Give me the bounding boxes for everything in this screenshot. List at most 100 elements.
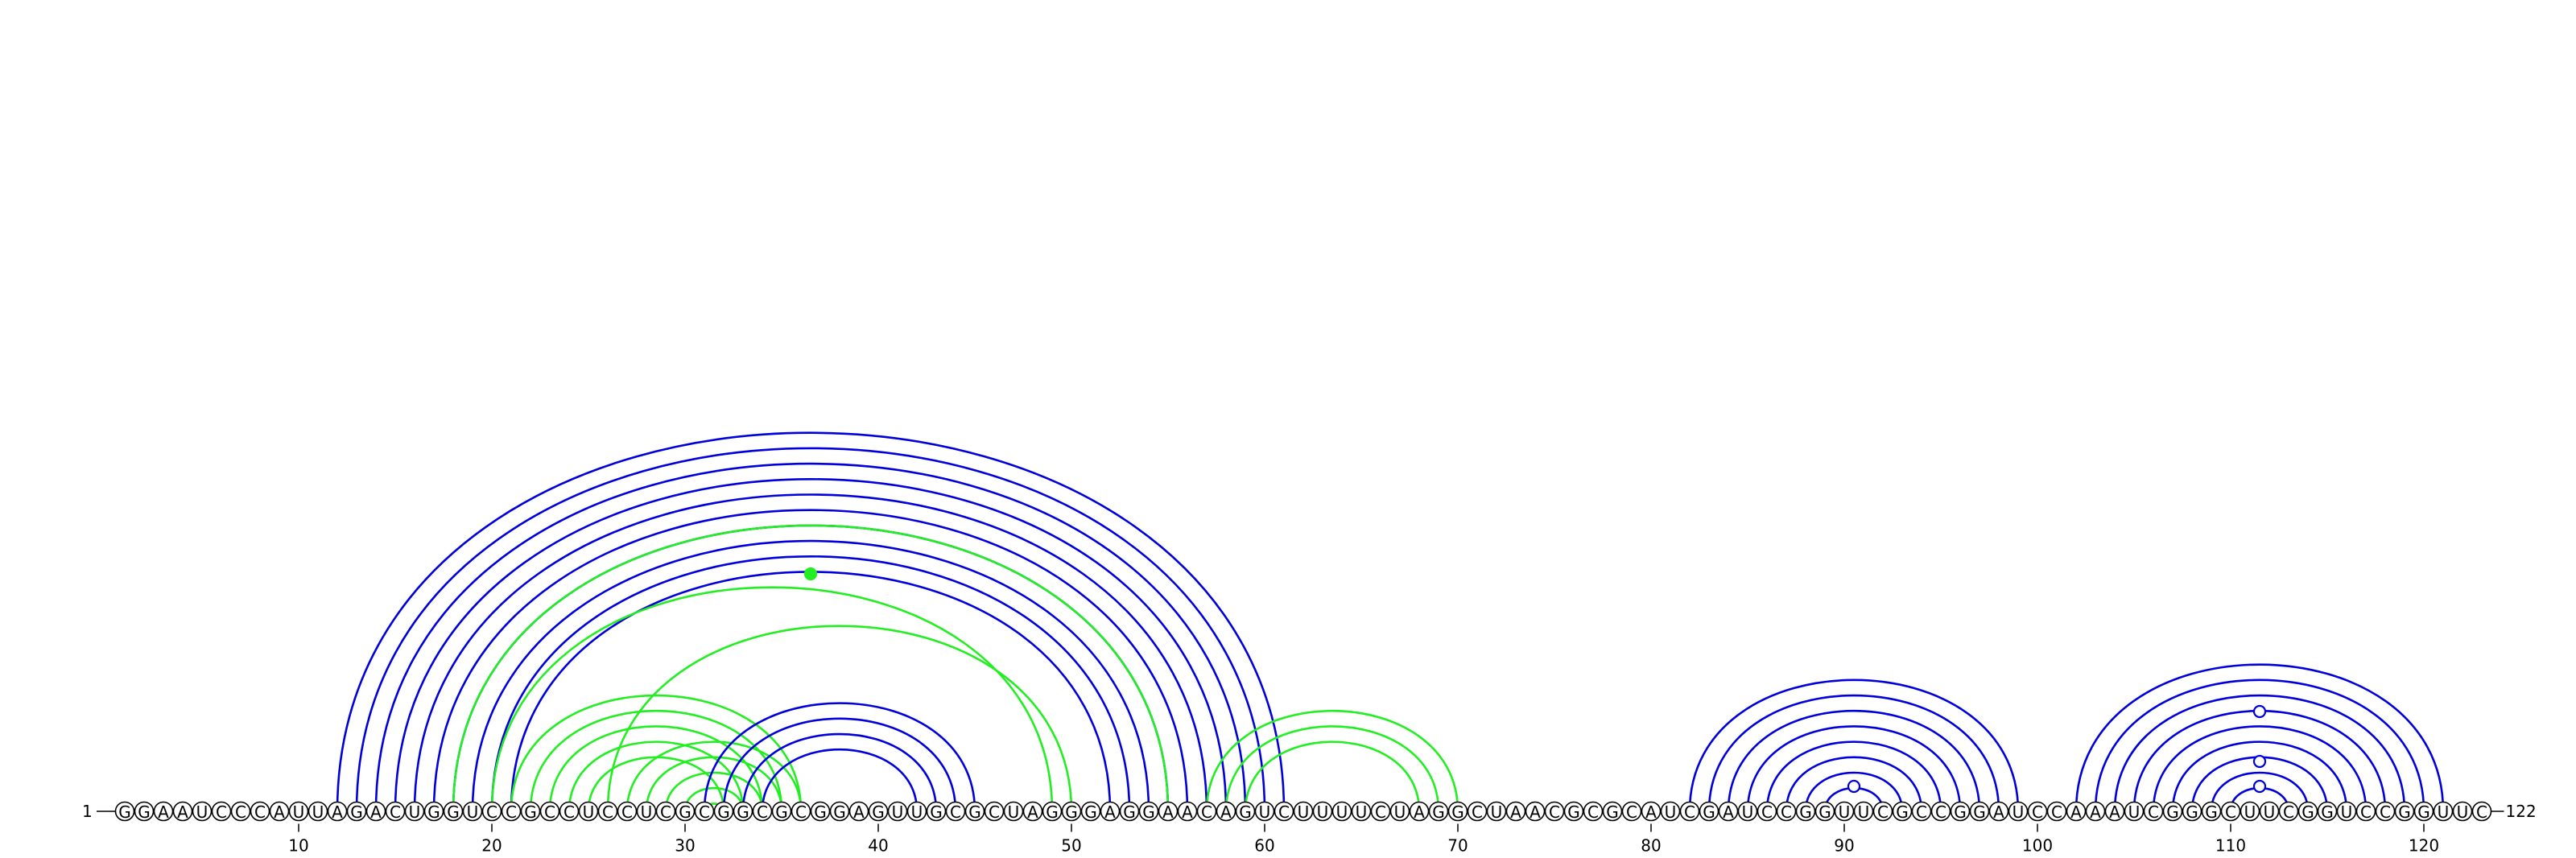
- sequence-backbone: 1 122: [82, 802, 2537, 821]
- nucleotide-letter: G: [872, 802, 885, 822]
- nucleotide: C: [250, 801, 270, 822]
- nucleotide-letter: G: [775, 802, 788, 822]
- nucleotide-circle: [2008, 801, 2029, 822]
- nucleotide-letter: A: [1993, 802, 2004, 822]
- base-pair-arc-20-49: [490, 586, 1054, 812]
- nucleotide: G: [2317, 801, 2338, 822]
- nucleotide: G: [1892, 801, 1913, 822]
- tick-label-50: 50: [1061, 836, 1081, 856]
- nucleotide-circle: [887, 801, 908, 822]
- nucleotide-circle: [1370, 801, 1391, 822]
- nucleotide-letter: U: [583, 802, 595, 822]
- nucleotide: C: [2375, 801, 2396, 822]
- nucleotide-letter: A: [1027, 802, 1038, 822]
- nucleotide-circle: [1119, 801, 1140, 822]
- nucleotide-circle: [153, 801, 174, 822]
- nucleotide-letter: G: [1818, 802, 1831, 822]
- nucleotide-circle: [1447, 801, 1468, 822]
- nucleotide: G: [520, 801, 541, 822]
- nucleotide: A: [1641, 801, 1662, 822]
- nucleotide-letter: G: [350, 802, 363, 822]
- nucleotide-letter: U: [1858, 802, 1870, 822]
- nucleotide-letter: G: [2321, 802, 2334, 822]
- nucleotide-letter: C: [486, 802, 497, 822]
- nucleotide-letter: U: [641, 802, 653, 822]
- nucleotide: C: [2278, 801, 2299, 822]
- nucleotide-letter: A: [1723, 802, 1734, 822]
- nucleotide: G: [1235, 801, 1256, 822]
- base-pair-arc-21-52: [510, 571, 1112, 812]
- nucleotide: C: [1370, 801, 1391, 822]
- nucleotide-circle: [2182, 801, 2202, 822]
- nucleotide-letter: C: [544, 802, 555, 822]
- nucleotide: G: [1814, 801, 1835, 822]
- nucleotide-circle: [1505, 801, 1526, 822]
- nucleotide: U: [1312, 801, 1333, 822]
- nucleotide-letter: C: [216, 802, 227, 822]
- nucleotide-circle: [1061, 801, 1082, 822]
- nucleotide-circle: [404, 801, 425, 822]
- nucleotide: A: [1022, 801, 1043, 822]
- nucleotide-letter: C: [390, 802, 401, 822]
- nucleotide: G: [713, 801, 734, 822]
- nucleotide: G: [1563, 801, 1584, 822]
- nucleotide: U: [906, 801, 927, 822]
- nucleotide-circle: [848, 801, 869, 822]
- tick-label-70: 70: [1447, 836, 1468, 856]
- nucleotide-circle: [1486, 801, 1507, 822]
- nucleotide-circle: [1621, 801, 1642, 822]
- nucleotide-circle: [733, 801, 753, 822]
- nucleotide-letter: U: [1336, 802, 1348, 822]
- nucleotide: C: [617, 801, 638, 822]
- nucleotide-letter: G: [1799, 802, 1812, 822]
- nucleotide: U: [308, 801, 328, 822]
- nucleotide: C: [2471, 801, 2492, 822]
- nucleotide-letter: A: [274, 802, 285, 822]
- nucleotide: A: [2104, 801, 2125, 822]
- base-pair-arc-82-99: [1688, 679, 2020, 812]
- nucleotide-circle: [1872, 801, 1893, 822]
- nucleotide-circle: [539, 801, 560, 822]
- nucleotide: U: [288, 801, 309, 822]
- nucleotide-letter: U: [2264, 802, 2276, 822]
- nucleotide-letter: A: [1510, 802, 1521, 822]
- nucleotide-circle: [1911, 801, 1932, 822]
- base-pair-arc-28-35: [645, 756, 783, 812]
- nucleotide-circle: [1467, 801, 1488, 822]
- base-pair-arc-102-121: [2074, 663, 2445, 812]
- nucleotide-letter: C: [1761, 802, 1773, 822]
- nucleotide-letter: C: [235, 802, 246, 822]
- tick-label-20: 20: [481, 836, 502, 856]
- nucleotide: C: [694, 801, 715, 822]
- loop-marker: [803, 567, 818, 581]
- nucleotide-letter: G: [118, 802, 131, 822]
- nucleotide-letter: C: [757, 802, 768, 822]
- nucleotide: G: [134, 801, 155, 822]
- nucleotide-letter: U: [1356, 802, 1368, 822]
- base-pair-arc-85-96: [1746, 725, 1962, 812]
- nucleotide-circle: [172, 801, 193, 822]
- base-pair-arc-83-98: [1707, 694, 2000, 812]
- nucleotide-circle: [501, 801, 522, 822]
- nucleotide-circle: [134, 801, 155, 822]
- tick-label-120: 120: [2409, 836, 2439, 856]
- nucleotide: G: [2162, 801, 2183, 822]
- nucleotide-letter: U: [1298, 802, 1310, 822]
- nucleotide-circle: [675, 801, 696, 822]
- nucleotide: C: [655, 801, 676, 822]
- nucleotide: U: [1351, 801, 1372, 822]
- base-pair-arc-20-53: [490, 555, 1131, 812]
- nucleotide-letter: G: [930, 802, 943, 822]
- nucleotide: G: [1061, 801, 1082, 822]
- nucleotide-circle: [1679, 801, 1700, 822]
- loop-marker: [2252, 704, 2267, 719]
- nucleotide: U: [1293, 801, 1314, 822]
- sequence-end-label: 122: [2506, 802, 2537, 821]
- nucleotide-letter: A: [1220, 802, 1232, 822]
- nucleotide-circle: [964, 801, 985, 822]
- nucleotide-letter: C: [1201, 802, 1212, 822]
- nucleotide: G: [346, 801, 367, 822]
- nucleotide-circle: [2220, 801, 2241, 822]
- nucleotide-letter: C: [1684, 802, 1695, 822]
- nucleotide-circle: [2317, 801, 2338, 822]
